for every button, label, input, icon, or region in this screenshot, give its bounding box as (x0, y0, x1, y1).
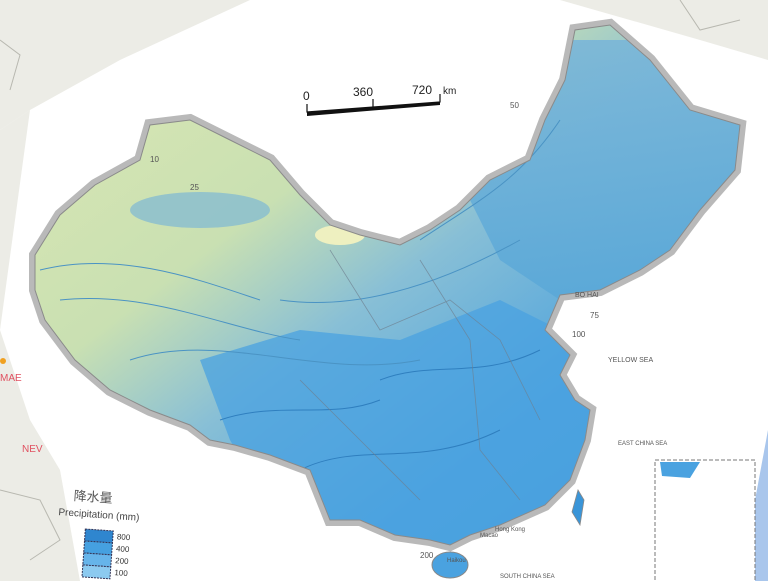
contour-label: 100 (572, 330, 586, 339)
outside-label: NEV (22, 444, 43, 455)
legend: 降水量 Precipitation (mm) 800 400 200 100 (58, 488, 140, 580)
contour-label: 75 (590, 311, 599, 320)
border-lines (0, 0, 741, 561)
hong-kong-label: Hong Kong (495, 527, 525, 533)
legend-label: 400 (116, 544, 130, 554)
yellow-sea-label: YELLOW SEA (608, 357, 653, 364)
bohai-label: BO HAI (575, 292, 599, 299)
legend-swatch (81, 564, 112, 580)
contour-label: 200 (420, 551, 434, 560)
neighbouring-land (0, 0, 768, 130)
hainan-island (431, 551, 469, 579)
contour-label: 50 (510, 101, 519, 110)
city-dot (0, 358, 6, 364)
taiwan-island (571, 488, 585, 527)
legend-title-en: Precipitation (mm) (58, 507, 140, 524)
scale-tick: 720 (412, 83, 432, 97)
legend-label: 100 (114, 568, 128, 578)
south-china-sea-label: SOUTH CHINA SEA (500, 574, 555, 580)
scale-tick: 360 (353, 85, 373, 99)
outside-label: MAE (0, 373, 22, 384)
contour-label: 10 (150, 155, 159, 164)
legend-title-cn: 降水量 (73, 488, 113, 506)
legend-label: 200 (115, 556, 129, 566)
scale-bar: 0 360 720 km (303, 83, 456, 116)
scale-unit: km (443, 86, 456, 97)
legend-label: 800 (117, 532, 131, 542)
scale-tick: 0 (303, 89, 310, 103)
macao-label: Macao (480, 533, 499, 539)
contour-label: 25 (190, 183, 199, 192)
inset-land (660, 462, 700, 478)
east-china-sea-label: EAST CHINA SEA (618, 441, 667, 447)
south-china-sea-inset (654, 459, 756, 581)
haikou-label: Haikou (447, 558, 466, 564)
neighbouring-land-west (0, 110, 80, 581)
